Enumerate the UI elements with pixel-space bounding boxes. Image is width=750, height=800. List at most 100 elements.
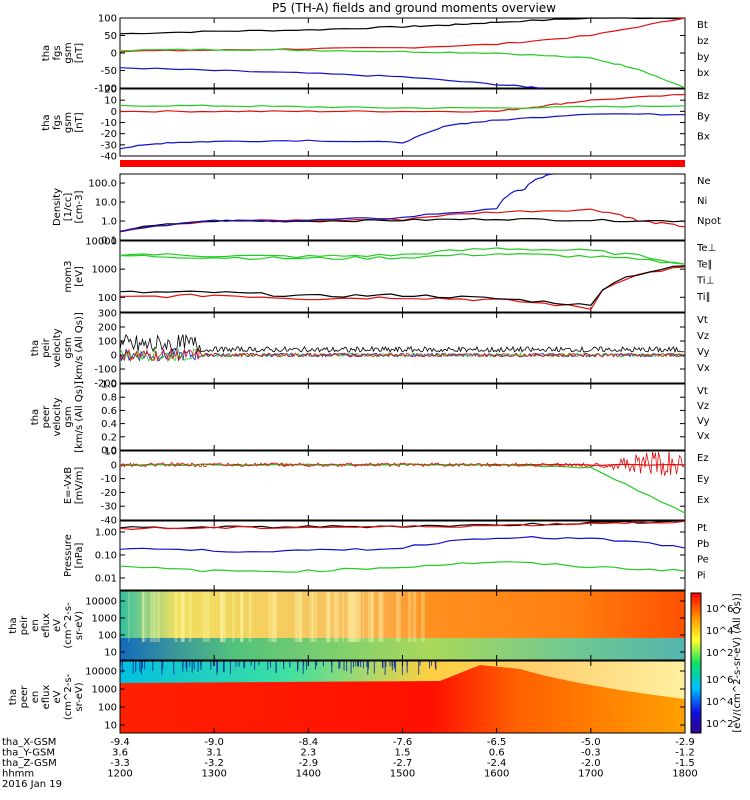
legend-By: By bbox=[697, 111, 710, 122]
y-axis-label: sr-eV) bbox=[74, 611, 85, 640]
panel-frame bbox=[119, 383, 686, 451]
panel-fgs_gsm: 100 50 0 -50 -100 tha fgs gsm [nT] Bt bz by bx bbox=[41, 14, 709, 95]
spectrogram-streak bbox=[352, 591, 355, 642]
row-value: -2.0 bbox=[581, 758, 601, 769]
y-tick-label: 10 bbox=[104, 721, 117, 732]
y-tick-label: 1.00 bbox=[95, 527, 117, 538]
y-axis-label: eflux bbox=[41, 685, 52, 710]
spectrogram-dot bbox=[297, 661, 299, 670]
y-axis-label: eV bbox=[52, 619, 63, 632]
row-value: 1.5 bbox=[395, 748, 411, 759]
y-axis-label: tha bbox=[30, 409, 41, 425]
series-Bx bbox=[119, 113, 685, 150]
y-tick-label: -10 bbox=[101, 474, 117, 485]
spectrogram-dot bbox=[197, 661, 199, 672]
y-axis-label: eV bbox=[52, 690, 63, 703]
spectrogram-dot bbox=[140, 661, 142, 675]
y-axis-label: mom3 bbox=[63, 261, 74, 293]
spectrogram-streak bbox=[180, 591, 185, 642]
y-tick-label: -100 bbox=[94, 365, 117, 376]
spectrogram-streak bbox=[352, 591, 357, 642]
series-Ey bbox=[120, 463, 686, 514]
spectrogram-ion-low bbox=[120, 638, 685, 660]
spectrogram-dot bbox=[360, 661, 362, 668]
y-tick-label: 0 bbox=[111, 107, 117, 118]
panel-frame bbox=[119, 450, 686, 521]
spectrogram-streak bbox=[312, 591, 315, 642]
spectrogram-dot bbox=[358, 661, 360, 667]
spectrogram-dot bbox=[434, 661, 436, 669]
spectrogram-dot bbox=[350, 661, 352, 674]
y-axis-label: fgs bbox=[52, 115, 63, 130]
spectrogram-dot bbox=[210, 661, 212, 670]
spectrogram-dot bbox=[385, 661, 387, 668]
spectrogram-dot bbox=[182, 661, 184, 672]
efield-trace bbox=[119, 450, 685, 476]
spectrogram-dot bbox=[267, 661, 269, 670]
y-axis-label: en bbox=[30, 691, 41, 704]
spectrogram-streak bbox=[294, 591, 298, 642]
y-tick-label: 100 bbox=[98, 293, 117, 304]
y-tick-label: 0.6 bbox=[101, 406, 117, 417]
spectrogram-streak bbox=[224, 591, 226, 642]
y-axis-label: [km/s (All Qs)] bbox=[74, 312, 85, 384]
y-tick-label: 1000 bbox=[92, 614, 117, 625]
spectrogram-streak bbox=[395, 591, 400, 642]
spectrogram-streak bbox=[240, 591, 242, 642]
colorbar: 10^6 10^4 10^2 10^6 10^4 10^2[eV/(cm^2-s-sr-e… bbox=[690, 592, 743, 734]
panel-pressure: 1.00 0.10 0.01 Pressure [nPa] Pt Pb Pe Pi bbox=[63, 520, 709, 591]
spectrogram-dot bbox=[189, 661, 191, 667]
y-axis-label: gsm bbox=[63, 406, 74, 427]
panel-efield: 10 0 -10 -20 -30 -40 E=-VxB [mV/m] Ez Ey Ex bbox=[63, 447, 709, 527]
spectrogram-dot bbox=[331, 661, 333, 666]
y-tick-label: 10 bbox=[104, 96, 117, 107]
spectrogram-dot bbox=[162, 661, 164, 669]
y-tick-label: 1000 bbox=[92, 265, 117, 276]
spectrogram-streak bbox=[335, 591, 339, 642]
y-tick-label: 0.8 bbox=[101, 393, 117, 404]
spectrogram-dot bbox=[431, 661, 433, 666]
spectrogram-dot bbox=[366, 661, 368, 667]
spectrogram-streak bbox=[408, 591, 412, 642]
spectrogram-dot bbox=[152, 661, 154, 672]
legend-Vt: Vt bbox=[697, 315, 708, 326]
spectrogram-streak bbox=[220, 591, 224, 642]
velocity-trace bbox=[119, 333, 685, 354]
y-axis-label: velocity bbox=[52, 397, 63, 436]
y-tick-label: 10000 bbox=[85, 597, 117, 608]
row-value: 0.6 bbox=[489, 748, 505, 759]
spectrogram-dot bbox=[353, 661, 355, 668]
y-axis-label: velocity bbox=[52, 328, 63, 367]
velocity-trace bbox=[119, 348, 685, 363]
y-tick-label: 100 bbox=[98, 14, 117, 25]
legend-Pi: Pi bbox=[697, 570, 706, 581]
series-Bt bbox=[119, 17, 686, 35]
y-axis-label: [nT] bbox=[74, 43, 85, 63]
y-tick-label: 10000 bbox=[85, 667, 117, 678]
spectrogram-dot bbox=[331, 661, 333, 673]
spectrogram-streak bbox=[268, 591, 270, 642]
spectrogram-dot bbox=[289, 661, 291, 668]
series-Pi bbox=[119, 535, 686, 553]
spectrogram-dot bbox=[191, 661, 193, 673]
spectrogram-streak bbox=[128, 591, 130, 642]
series-Te⊥ bbox=[120, 266, 686, 310]
legend-Vy: Vy bbox=[697, 347, 710, 358]
spectrogram-dot bbox=[144, 661, 146, 670]
panel-temp: 10000 1000 100 mom3 [eV] Te⊥ Te∥ Ti⊥ Ti∥ bbox=[63, 237, 716, 313]
spectrogram-streak bbox=[142, 591, 145, 642]
spectrogram-streak bbox=[370, 591, 373, 642]
row-value: -2.9 bbox=[299, 758, 319, 769]
spectrogram-dot bbox=[302, 661, 304, 674]
y-axis-label: sr-eV) bbox=[74, 682, 85, 711]
series-Pe bbox=[119, 561, 686, 573]
spectrogram-streak bbox=[156, 591, 161, 642]
spectrogram-streak bbox=[370, 591, 375, 642]
spectrogram-streak bbox=[399, 591, 401, 642]
y-tick-label: 1000 bbox=[92, 685, 117, 696]
spectrogram-streak bbox=[333, 591, 336, 642]
row-value: -1.2 bbox=[675, 748, 695, 759]
row-value: -2.9 bbox=[675, 737, 695, 748]
spectrogram-dot bbox=[229, 661, 231, 675]
